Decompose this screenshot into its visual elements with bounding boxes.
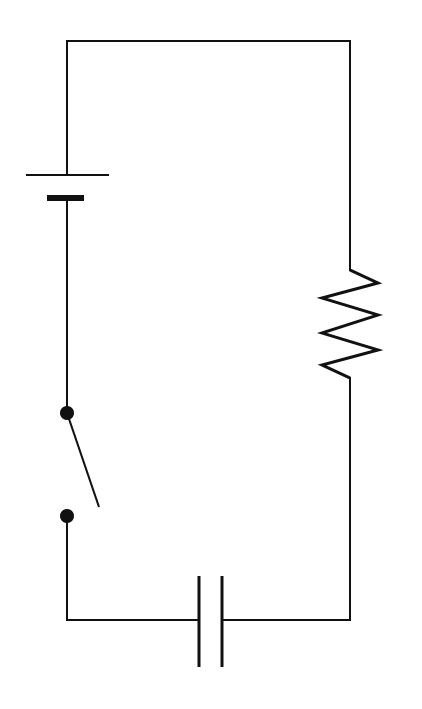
- switch-terminal-bottom: [60, 509, 74, 523]
- resistor-icon: [316, 268, 384, 380]
- wires: [66, 40, 351, 621]
- switch-lever: [66, 412, 100, 508]
- switch-icon: [60, 406, 100, 523]
- wire-bottom-left: [66, 515, 199, 621]
- wire-right: [221, 377, 351, 621]
- resistor-zigzag: [316, 268, 384, 380]
- battery-icon: [26, 174, 109, 201]
- wire-top: [66, 40, 351, 271]
- capacitor-icon: [197, 576, 224, 667]
